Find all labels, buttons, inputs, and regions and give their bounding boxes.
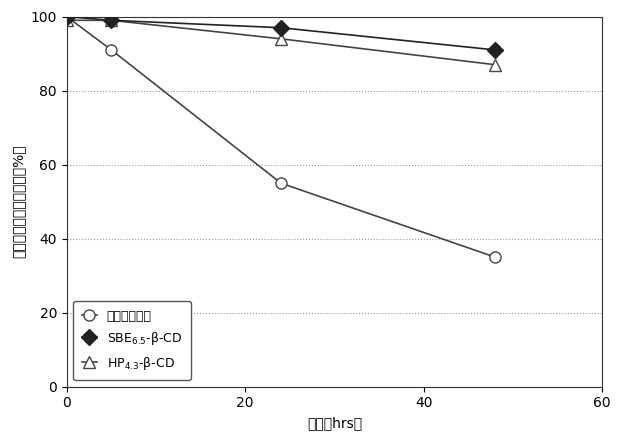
SBE$_{6.5}$-β-CD [63, 14, 70, 19]
SBE$_{6.5}$-β-CD [491, 47, 499, 52]
Y-axis label: プラスグレルアッセイ（%）: プラスグレルアッセイ（%） [11, 145, 25, 258]
HP$_{4.3}$-β-CD [108, 18, 115, 23]
Line: コントロール: コントロール [61, 11, 501, 263]
コントロール [63, 14, 70, 19]
SBE$_{6.5}$-β-CD [277, 25, 285, 30]
コントロール [277, 180, 285, 186]
Line: HP$_{4.3}$-β-CD: HP$_{4.3}$-β-CD [61, 15, 501, 70]
HP$_{4.3}$-β-CD [491, 62, 499, 67]
X-axis label: 時間（hrs）: 時間（hrs） [307, 416, 362, 430]
HP$_{4.3}$-β-CD [277, 36, 285, 41]
Line: SBE$_{6.5}$-β-CD: SBE$_{6.5}$-β-CD [61, 11, 501, 56]
SBE$_{6.5}$-β-CD [108, 18, 115, 23]
HP$_{4.3}$-β-CD [63, 18, 70, 23]
コントロール [108, 47, 115, 52]
Legend: コントロール, SBE$_{6.5}$-β-CD, HP$_{4.3}$-β-CD: コントロール, SBE$_{6.5}$-β-CD, HP$_{4.3}$-β-C… [73, 301, 191, 380]
コントロール [491, 254, 499, 260]
